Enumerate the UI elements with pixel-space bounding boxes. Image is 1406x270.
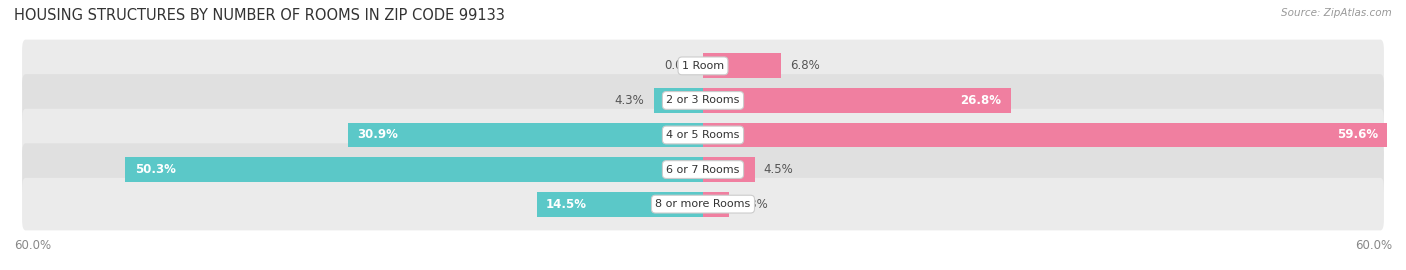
- Text: 2.3%: 2.3%: [738, 198, 768, 211]
- Text: 6.8%: 6.8%: [790, 59, 820, 72]
- FancyBboxPatch shape: [22, 74, 1384, 127]
- Bar: [703, 88, 1011, 113]
- Text: 60.0%: 60.0%: [14, 239, 51, 252]
- Bar: [537, 192, 703, 217]
- Bar: [703, 53, 782, 78]
- Text: 0.0%: 0.0%: [664, 59, 693, 72]
- FancyBboxPatch shape: [22, 178, 1384, 230]
- Text: 4.5%: 4.5%: [763, 163, 793, 176]
- Bar: [349, 123, 703, 147]
- FancyBboxPatch shape: [22, 109, 1384, 161]
- FancyBboxPatch shape: [22, 143, 1384, 196]
- Text: 26.8%: 26.8%: [960, 94, 1001, 107]
- FancyBboxPatch shape: [22, 40, 1384, 92]
- Text: 59.6%: 59.6%: [1337, 129, 1378, 141]
- Bar: [703, 157, 755, 182]
- Text: 4.3%: 4.3%: [614, 94, 644, 107]
- Text: 14.5%: 14.5%: [546, 198, 586, 211]
- Text: 50.3%: 50.3%: [135, 163, 176, 176]
- Text: Source: ZipAtlas.com: Source: ZipAtlas.com: [1281, 8, 1392, 18]
- Text: HOUSING STRUCTURES BY NUMBER OF ROOMS IN ZIP CODE 99133: HOUSING STRUCTURES BY NUMBER OF ROOMS IN…: [14, 8, 505, 23]
- Bar: [125, 157, 703, 182]
- Bar: [703, 123, 1388, 147]
- Text: 1 Room: 1 Room: [682, 61, 724, 71]
- Bar: [703, 192, 730, 217]
- Text: 4 or 5 Rooms: 4 or 5 Rooms: [666, 130, 740, 140]
- Text: 60.0%: 60.0%: [1355, 239, 1392, 252]
- Text: 8 or more Rooms: 8 or more Rooms: [655, 199, 751, 209]
- Text: 2 or 3 Rooms: 2 or 3 Rooms: [666, 95, 740, 106]
- Bar: [654, 88, 703, 113]
- Text: 30.9%: 30.9%: [357, 129, 398, 141]
- Text: 6 or 7 Rooms: 6 or 7 Rooms: [666, 164, 740, 175]
